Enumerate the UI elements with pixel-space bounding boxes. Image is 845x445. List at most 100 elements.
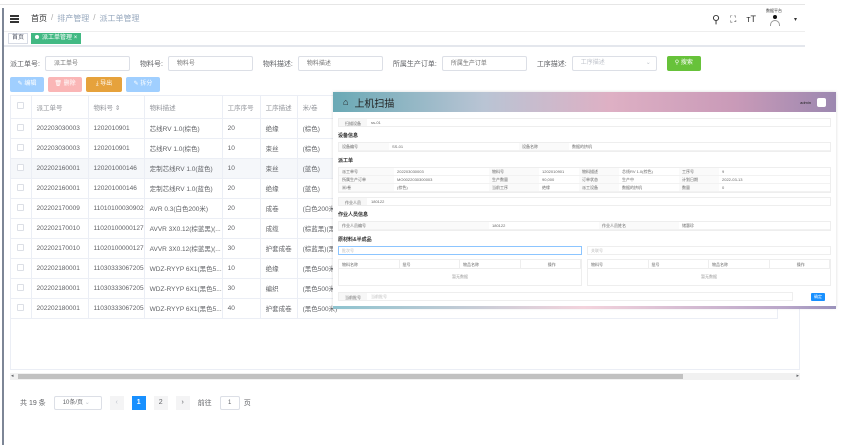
tag-dispatch[interactable]: 派工单管理 × — [31, 33, 82, 44]
hamburger-icon[interactable] — [10, 14, 19, 23]
table-cell: 芯线RV 1.0(棕色) — [144, 138, 223, 159]
scan-device-field[interactable]: 扫描设备 ss-01 — [338, 118, 831, 127]
sidebar-edge — [2, 8, 4, 445]
order-info: 派工单号 202203030003 物料号 1202010901 物料描述 芯线RV 1.… — [338, 167, 831, 193]
table-cell: WDZ-RYYP 6X1(黑色5... — [144, 278, 223, 299]
tag-home[interactable]: 首页 — [8, 33, 29, 44]
label-production-order: 所属生产订单: — [392, 60, 437, 68]
row-checkbox[interactable] — [17, 263, 24, 271]
breadcrumb-home[interactable]: 首页 — [31, 14, 47, 23]
info-cell: 当前工序 — [489, 184, 539, 192]
fullscreen-icon[interactable]: ⛶ — [730, 13, 737, 24]
user-name: admin — [800, 99, 811, 105]
info-cell: 派工设备 — [579, 184, 619, 192]
table-cell: 202202170010 — [31, 218, 89, 239]
edit-button[interactable]: ✎ 编辑 — [10, 77, 44, 92]
row-checkbox[interactable] — [17, 283, 24, 291]
scrollbar-thumb[interactable] — [18, 374, 683, 379]
col-process-desc: 工序描述 — [260, 96, 298, 119]
horizontal-scrollbar[interactable]: ◂ ▸ — [10, 373, 800, 380]
breadcrumb-schedule[interactable]: 排产管理 — [57, 14, 90, 23]
table-cell: 芯线RV 1.0(棕色) — [144, 118, 223, 139]
info-cell: 202203030003 — [394, 168, 489, 176]
info-cell: 生产中 — [619, 176, 679, 184]
table-cell: 成卷 — [260, 198, 298, 219]
export-button[interactable]: ⤓ 导出 — [86, 77, 122, 92]
row-checkbox[interactable] — [17, 243, 24, 251]
page-1[interactable]: 1 — [131, 396, 146, 410]
row-checkbox[interactable] — [17, 223, 24, 231]
info-cell: 储惠珍 — [679, 222, 830, 230]
empty-text: 暂无数据 — [701, 274, 717, 279]
search-icon: ⚲ — [674, 60, 681, 66]
empty-text: 暂无数据 — [452, 274, 468, 279]
material-section-title: 原材料&半成品 — [338, 237, 372, 243]
page-size-select[interactable]: 10条/页 ⌄ — [53, 396, 102, 410]
sort-icon: ⇕ — [114, 104, 121, 112]
confirm-button[interactable]: 确定 — [811, 292, 825, 301]
table-cell: 11020100000127 — [88, 238, 145, 259]
caret-down-icon[interactable]: ▾ — [793, 16, 797, 23]
batch-no-input[interactable]: 批次号 — [338, 246, 582, 255]
scroll-left-icon[interactable]: ◂ — [11, 373, 14, 379]
page-2[interactable]: 2 — [153, 396, 168, 410]
delete-button[interactable]: 🗑 删除 — [48, 77, 82, 92]
col-material-no[interactable]: 物料号 ⇕ — [88, 96, 145, 119]
info-cell: 0 — [719, 184, 830, 192]
chevron-down-icon: ⌄ — [645, 60, 651, 66]
table-cell: 202202180001 — [31, 298, 89, 319]
search-icon[interactable]: ⚲ — [711, 13, 721, 26]
next-page-button[interactable]: › — [175, 396, 190, 410]
row-checkbox[interactable] — [17, 123, 24, 131]
row-checkbox[interactable] — [17, 163, 24, 171]
row-checkbox[interactable] — [17, 143, 24, 151]
table-cell: AVVR 3X0.12(棕蓝黑)(... — [144, 218, 223, 239]
process-desc-select[interactable]: 工序描述 ⌄ — [571, 56, 657, 71]
table-cell: 成缆 — [260, 218, 298, 239]
table-cell: 120201000146 — [88, 178, 145, 199]
material-no-input[interactable] — [167, 56, 253, 71]
search-form: 派工单号: 物料号: 物料描述: 所属生产订单: 工序描述: 工序描述⌄ ⚲ 搜… — [10, 56, 701, 71]
worker-field[interactable]: 作业人员 180122 — [338, 197, 831, 206]
worker-info: 作业人员编号 180122 作业人员姓名 储惠珍 — [338, 221, 831, 231]
label-material-desc: 物料描述: — [262, 60, 293, 68]
table-cell: 10 — [222, 158, 261, 179]
scroll-right-icon[interactable]: ▸ — [796, 373, 799, 379]
avatar[interactable]: 数据平台 — [766, 8, 784, 28]
table-cell: 202202170010 — [31, 238, 89, 259]
table-cell: 11010100030902 — [88, 198, 145, 219]
table-cell: 30 — [222, 278, 261, 299]
row-checkbox[interactable] — [17, 183, 24, 191]
goto-label: 前往 — [197, 400, 212, 407]
tags-view: 首页 派工单管理 × — [4, 32, 805, 47]
table-cell: 10 — [222, 258, 261, 279]
home-icon[interactable]: ⌂ — [343, 97, 349, 107]
table-cell: 20 — [222, 218, 261, 239]
table-cell: 束丝 — [260, 158, 298, 179]
goto-page-input[interactable]: 1 — [219, 396, 240, 410]
order-no-input[interactable] — [44, 56, 130, 71]
row-checkbox[interactable] — [17, 303, 24, 311]
col-process-seq: 工序序号 — [222, 96, 261, 119]
scan-window: ⌂ 上机扫描 admin 扫描设备 ss-01 设备信息 设备编号 SS-01 设备名… — [333, 92, 836, 308]
row-checkbox[interactable] — [17, 203, 24, 211]
production-order-input[interactable] — [441, 56, 527, 71]
table-cell: 202202180001 — [31, 258, 89, 279]
current-batch-field[interactable]: 当前批号 当前批号 — [338, 292, 793, 301]
info-cell: 派工单号 — [339, 168, 394, 176]
info-cell: (棕色) — [394, 184, 489, 192]
table-cell: AVR 0.3(白色200米) — [144, 198, 223, 219]
material-desc-input[interactable] — [297, 56, 383, 71]
search-button[interactable]: ⚲ 搜索 — [666, 56, 701, 71]
link-no-input[interactable]: 关联号 — [587, 246, 831, 255]
info-cell: 1202010901 — [539, 168, 579, 176]
avatar[interactable] — [817, 97, 826, 107]
table-cell: 护套成卷 — [260, 238, 298, 259]
device-info: 设备编号 SS-01 设备名称 数据的挤机 — [338, 142, 831, 152]
font-size-icon[interactable]: тT — [746, 14, 756, 24]
info-cell: 绝缘 — [539, 184, 579, 192]
split-button[interactable]: ✎ 拆分 — [126, 77, 160, 92]
table-cell: 绝缘 — [260, 178, 298, 199]
select-all-checkbox[interactable] — [17, 102, 24, 110]
prev-page-button[interactable]: ‹ — [109, 396, 124, 410]
